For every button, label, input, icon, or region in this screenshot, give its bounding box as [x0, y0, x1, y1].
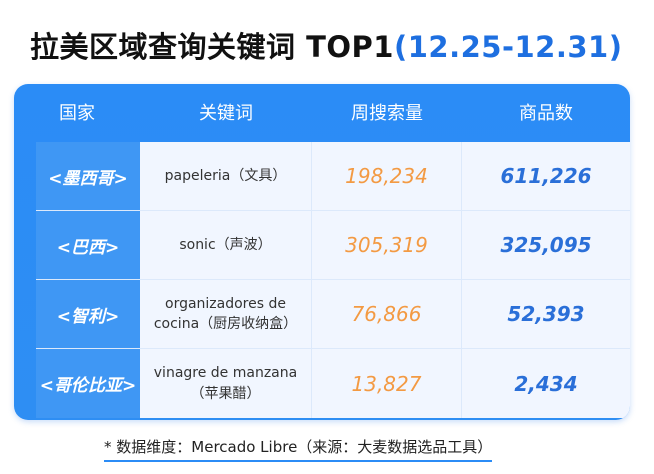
keyword-cell: vinagre de manzana（苹果醋）	[140, 349, 312, 418]
header-products: 商品数	[519, 103, 573, 124]
footnote: * 数据维度：Mercado Libre（来源：大麦数据选品工具）	[104, 436, 493, 462]
table-row: <哥伦比亚> vinagre de manzana（苹果醋） 13,827 2,…	[36, 349, 630, 418]
products-cell: 52,393	[462, 280, 630, 348]
table-row: <巴西> sonic（声波） 305,319 325,095	[36, 211, 630, 280]
title-date: (12.25-12.31)	[393, 30, 623, 64]
table-row: <墨西哥> papeleria（文具） 198,234 611,226	[36, 142, 630, 211]
page-title: 拉美区域查询关键词 TOP1(12.25-12.31)	[30, 24, 622, 66]
country-cell: <巴西>	[36, 211, 140, 279]
volume-cell: 13,827	[312, 349, 462, 418]
volume-cell: 305,319	[312, 211, 462, 279]
keyword-cell: organizadores de cocina（厨房收纳盒）	[140, 280, 312, 348]
country-cell: <墨西哥>	[36, 142, 140, 210]
keyword-cell: papeleria（文具）	[140, 142, 312, 210]
country-cell: <哥伦比亚>	[36, 349, 140, 418]
header-volume: 周搜索量	[351, 103, 423, 124]
table-body: <墨西哥> papeleria（文具） 198,234 611,226 <巴西>…	[36, 142, 630, 420]
keyword-cell: sonic（声波）	[140, 211, 312, 279]
table-row: <智利> organizadores de cocina（厨房收纳盒） 76,8…	[36, 280, 630, 349]
products-cell: 611,226	[462, 142, 630, 210]
country-cell: <智利>	[36, 280, 140, 348]
products-cell: 2,434	[462, 349, 630, 418]
title-main: 拉美区域查询关键词 TOP1	[30, 30, 394, 64]
volume-cell: 198,234	[312, 142, 462, 210]
header-country: 国家	[59, 103, 95, 124]
header-keyword: 关键词	[199, 103, 253, 124]
volume-cell: 76,866	[312, 280, 462, 348]
products-cell: 325,095	[462, 211, 630, 279]
keyword-table: 国家 关键词 周搜索量 商品数 <墨西哥> papeleria（文具） 198,…	[14, 84, 630, 420]
table-header: 国家 关键词 周搜索量 商品数	[14, 84, 630, 140]
